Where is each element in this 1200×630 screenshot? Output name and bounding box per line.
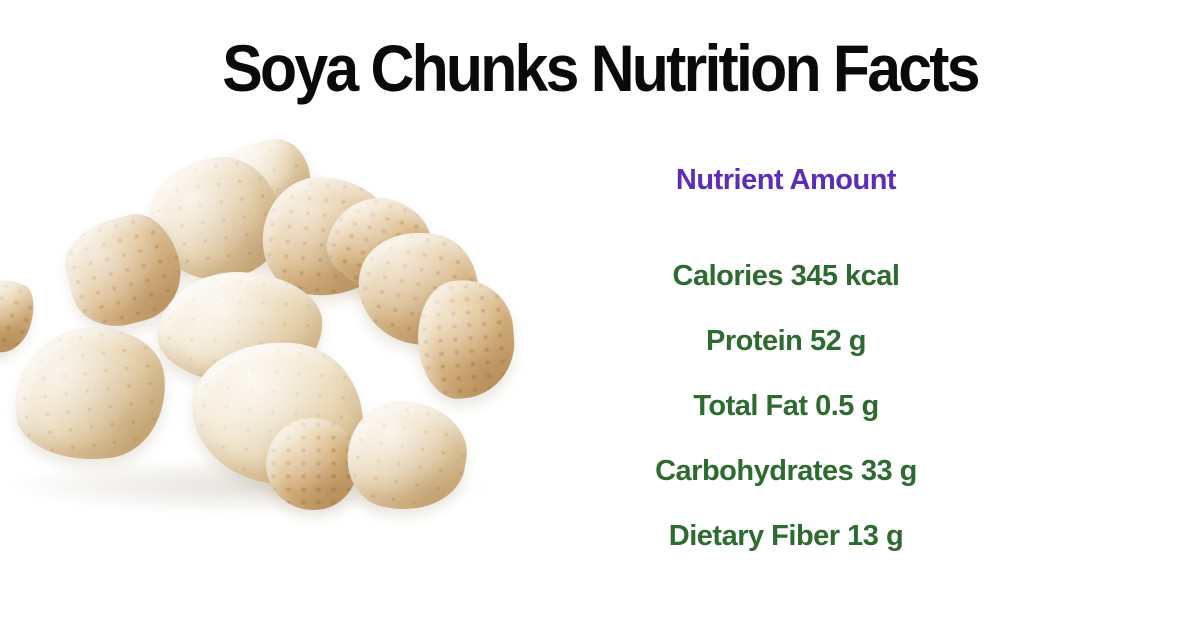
nutrient-amount: 0.5 g (815, 390, 879, 422)
soya-chunk (0, 272, 42, 360)
nutrient-label: Carbohydrates (655, 455, 854, 487)
nutrient-amount: 13 g (847, 520, 904, 552)
page-title: Soya Chunks Nutrition Facts (222, 31, 980, 105)
nutrition-row-total-fat: Total Fat 0.5 g (520, 389, 1052, 423)
nutrient-amount: 33 g (860, 455, 918, 487)
soya-chunk (266, 418, 358, 510)
nutrient-label: Dietary Fiber (668, 520, 840, 552)
nutrient-label: Total Fat (693, 390, 808, 422)
nutrition-row-carbohydrates: Carbohydrates 33 g (520, 454, 1052, 488)
nutrition-facts-panel: Nutrient Amount Calories 345 kcal Protei… (520, 163, 1052, 584)
nutrient-amount: 52 g (809, 325, 867, 357)
nutrient-label: Protein (706, 325, 803, 357)
nutrition-row-dietary-fiber: Dietary Fiber 13 g (520, 519, 1052, 553)
soya-chunk (6, 319, 174, 469)
nutrient-label: Calories (672, 260, 784, 292)
nutrition-row-calories: Calories 345 kcal (520, 259, 1052, 293)
nutrition-row-protein: Protein 52 g (520, 324, 1052, 358)
nutrition-table-header: Nutrient Amount (675, 164, 897, 196)
soya-chunks-photo (0, 133, 520, 520)
nutrient-amount: 345 kcal (790, 260, 900, 292)
